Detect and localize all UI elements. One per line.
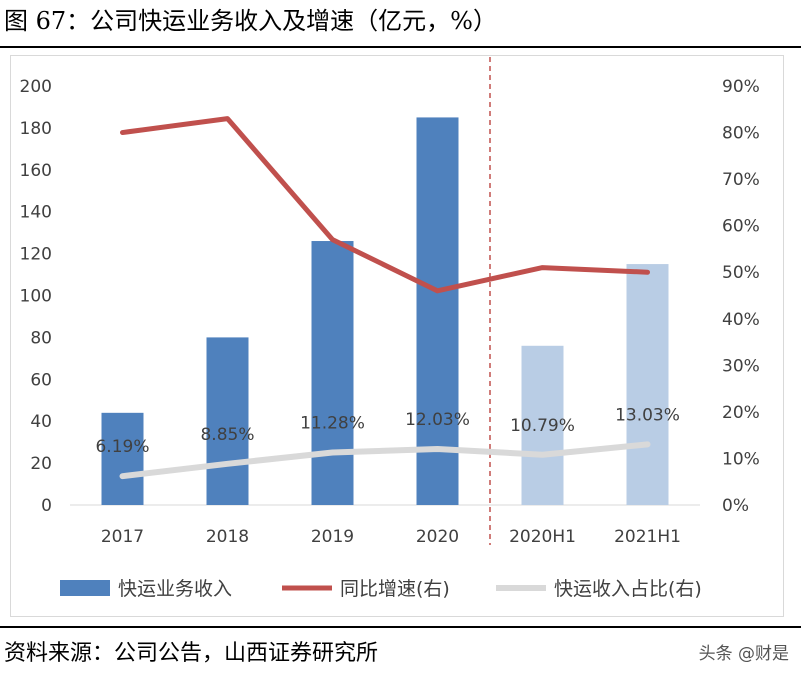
bar-2020 <box>416 117 459 506</box>
y-tick-label: 200 <box>20 77 52 97</box>
bar-2018 <box>206 337 249 505</box>
y-tick-label: 120 <box>20 245 52 265</box>
legend-label-revenue: 快运业务收入 <box>118 578 232 600</box>
x-tick-label: 2019 <box>311 527 354 547</box>
legend-label-share: 快运收入占比(右) <box>554 578 702 600</box>
legend-label-growth: 同比增速(右) <box>340 578 450 600</box>
y2-tick-label: 50% <box>722 263 760 283</box>
share-data-label: 8.85% <box>200 425 254 445</box>
chart-title: 图 67：公司快运业务收入及增速（亿元，%） <box>4 7 497 35</box>
y2-tick-label: 70% <box>722 170 760 190</box>
share-data-label: 13.03% <box>615 405 680 425</box>
y-tick-label: 0 <box>41 496 52 516</box>
share-data-label: 12.03% <box>405 410 470 430</box>
y-tick-label: 60 <box>30 370 52 390</box>
y-tick-label: 80 <box>30 328 52 348</box>
title-divider <box>0 46 801 48</box>
y2-tick-label: 80% <box>722 124 760 144</box>
y2-tick-label: 40% <box>722 310 760 330</box>
x-tick-label: 2017 <box>101 527 144 547</box>
x-tick-label: 2018 <box>206 527 249 547</box>
legend-swatch-revenue <box>60 580 110 596</box>
watermark: 头条 @财是 <box>698 644 789 664</box>
bar-2019 <box>311 241 354 505</box>
chart-frame <box>10 55 784 617</box>
y2-tick-label: 10% <box>722 449 760 469</box>
y-tick-label: 160 <box>20 161 52 181</box>
x-tick-label: 2020H1 <box>509 527 576 547</box>
bar-2021H1 <box>626 264 669 505</box>
y-tick-label: 140 <box>20 203 52 223</box>
y-tick-label: 100 <box>20 287 52 307</box>
source-divider <box>0 626 801 628</box>
chart-canvas: 0 20 40 60 80 100 120 140 160 180 200 0% 10% 20% 30% 40… <box>20 57 760 600</box>
bar-2020H1 <box>521 345 564 505</box>
share-line <box>119 441 651 480</box>
x-tick-label: 2020 <box>416 527 459 547</box>
y2-tick-label: 60% <box>722 217 760 237</box>
growth-line <box>120 116 650 294</box>
y2-tick-label: 90% <box>722 77 760 97</box>
share-data-label: 11.28% <box>300 413 365 433</box>
share-data-label: 10.79% <box>510 416 575 436</box>
share-data-label: 6.19% <box>95 437 149 457</box>
y2-tick-label: 0% <box>722 496 749 516</box>
y-tick-label: 40 <box>30 412 52 432</box>
y-tick-label: 180 <box>20 119 52 139</box>
source-note: 资料来源：公司公告，山西证券研究所 <box>4 641 379 666</box>
y2-tick-label: 20% <box>722 403 760 423</box>
y2-tick-label: 30% <box>722 356 760 376</box>
y-tick-label: 20 <box>30 454 52 474</box>
x-tick-label: 2021H1 <box>614 527 681 547</box>
bar-2017 <box>101 412 144 505</box>
